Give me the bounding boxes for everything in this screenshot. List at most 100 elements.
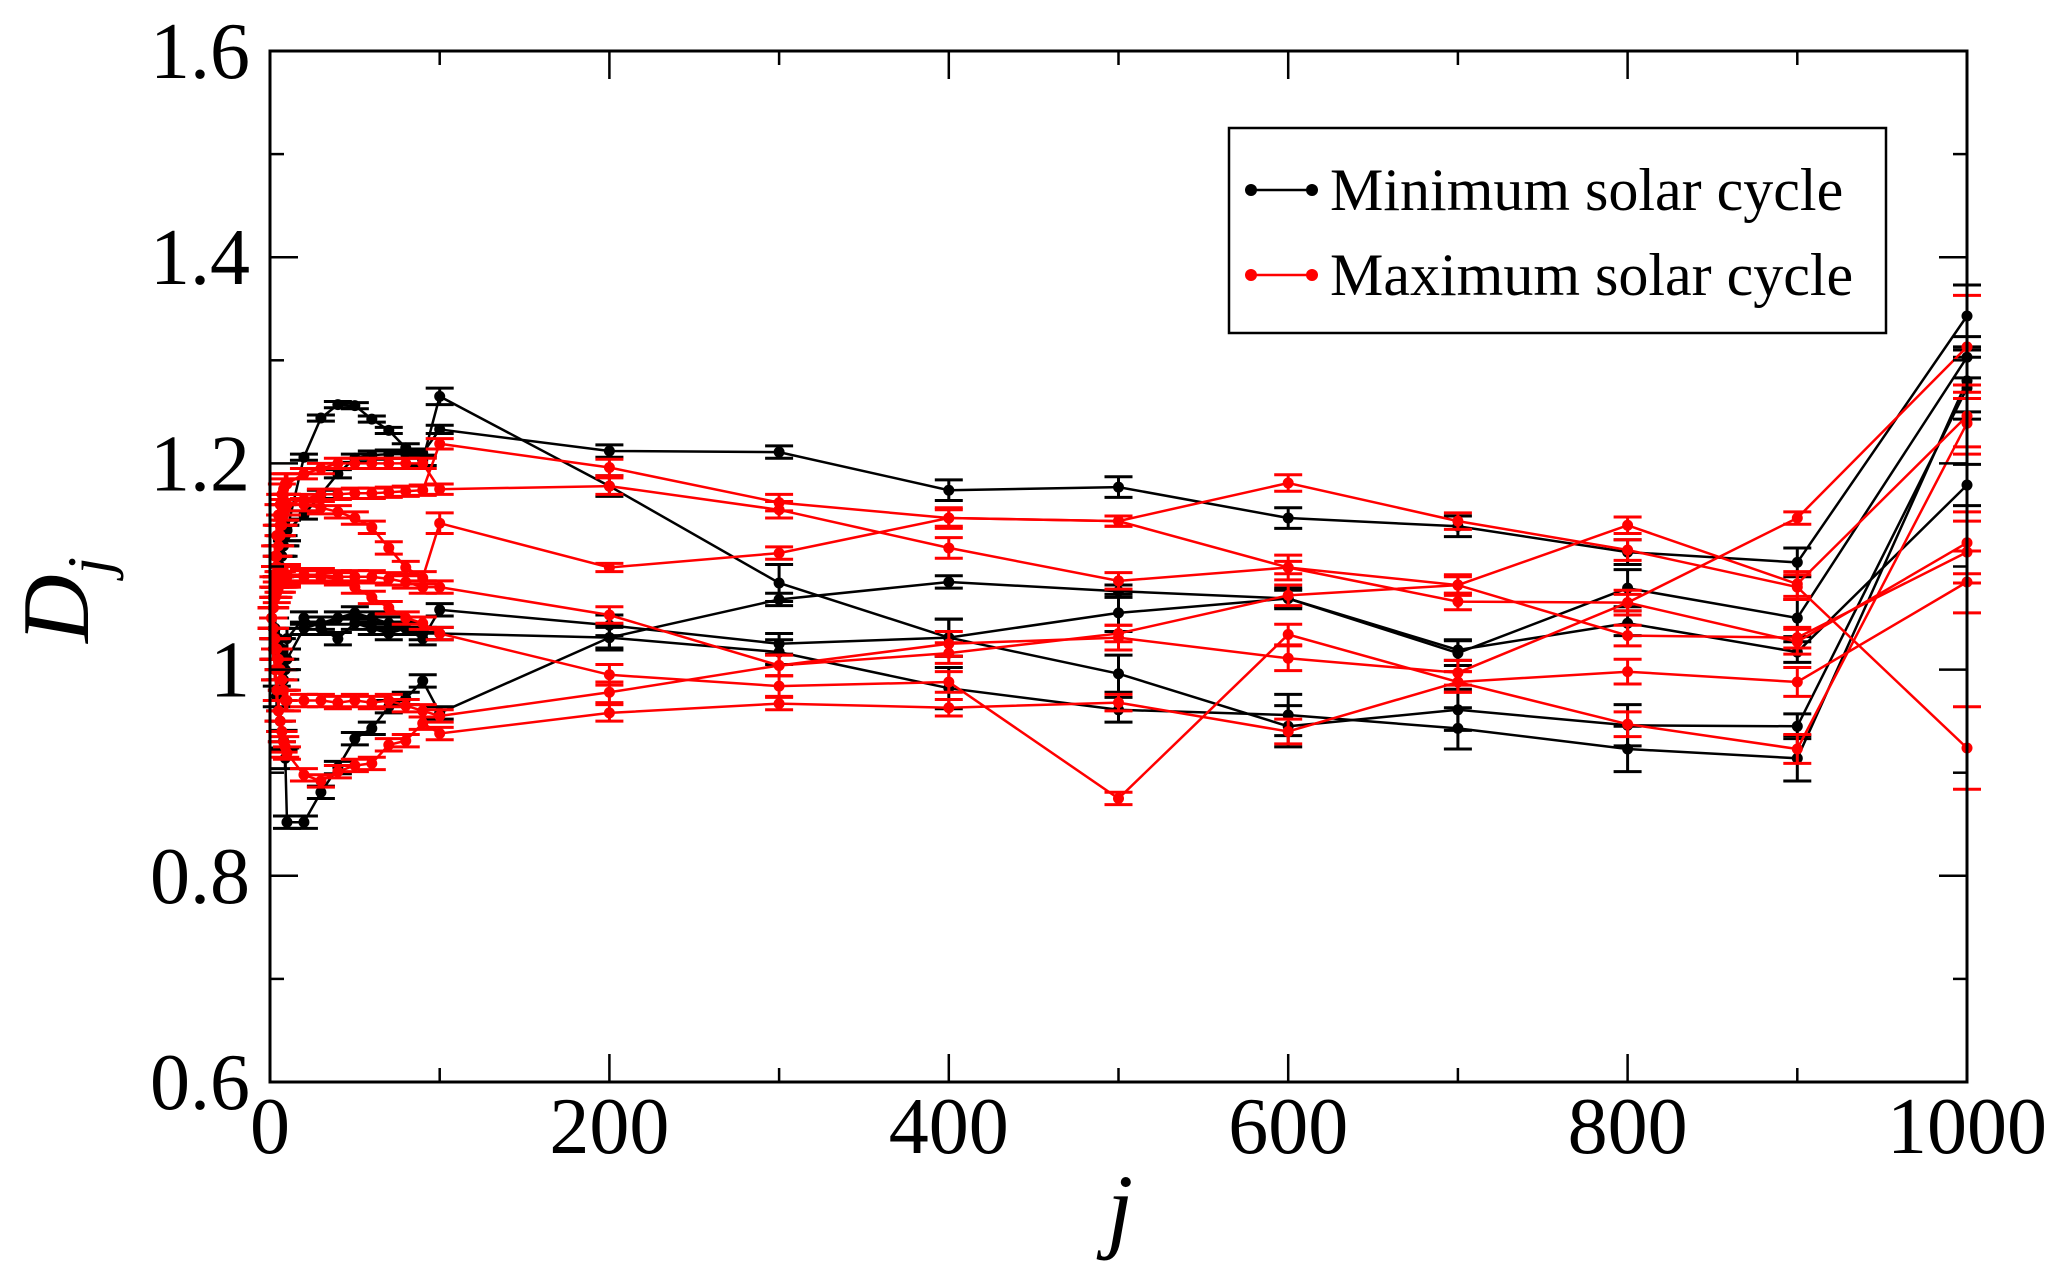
data-point [298, 769, 310, 781]
data-point [281, 499, 293, 511]
data-point [434, 438, 446, 450]
data-point [603, 462, 615, 474]
legend-marker-minimum [1306, 184, 1318, 196]
data-point [349, 512, 361, 524]
data-point [773, 680, 785, 692]
data-point [417, 447, 429, 459]
data-point [417, 617, 429, 629]
data-point [332, 612, 344, 624]
data-point [1282, 652, 1294, 664]
data-point [434, 517, 446, 529]
x-tick-label: 600 [1228, 1083, 1348, 1171]
data-point [366, 612, 378, 624]
data-point [366, 571, 378, 583]
data-point [434, 728, 446, 740]
data-point [349, 581, 361, 593]
data-point [603, 609, 615, 621]
legend-label-maximum: Maximum solar cycle [1330, 242, 1853, 308]
data-point [603, 632, 615, 644]
data-point [1282, 562, 1294, 574]
data-point [315, 463, 327, 475]
y-tick-label: 1 [210, 627, 250, 715]
data-point [298, 695, 310, 707]
data-point [1622, 743, 1634, 755]
data-point [773, 593, 785, 605]
data-point [1452, 596, 1464, 608]
data-point [332, 488, 344, 500]
data-point [943, 638, 955, 650]
data-point [1452, 644, 1464, 656]
data-point [943, 702, 955, 714]
data-point [1113, 575, 1124, 587]
data-point [417, 675, 429, 687]
data-point [281, 816, 293, 828]
data-point [298, 622, 310, 634]
data-point [773, 547, 785, 559]
legend-label-minimum: Minimum solar cycle [1330, 157, 1843, 223]
data-point [281, 747, 293, 759]
data-point [1282, 477, 1294, 489]
data-point [315, 786, 327, 798]
data-point [400, 700, 412, 712]
data-point [298, 571, 310, 583]
data-point [1113, 607, 1124, 619]
data-point [1622, 718, 1634, 730]
data-point [332, 697, 344, 709]
data-point [1282, 512, 1294, 524]
data-point [773, 446, 785, 458]
x-tick-label: 400 [889, 1083, 1009, 1171]
y-tick-label: 1.2 [150, 420, 250, 508]
x-tick-label: 0 [250, 1083, 290, 1171]
data-point [271, 684, 283, 696]
data-point [366, 413, 378, 425]
data-point [1113, 792, 1124, 804]
data-point [1113, 481, 1124, 493]
data-point [281, 478, 293, 490]
data-point [383, 424, 395, 436]
data-point [400, 735, 412, 747]
y-tick-label: 0.8 [150, 833, 250, 921]
data-point [298, 816, 310, 828]
ticks-layer [268, 49, 1969, 1084]
data-point [417, 581, 429, 593]
tick-labels-layer: 0 200 400 600 800 1000 0.6 0.8 1 1.2 1.4 1.6 [150, 8, 2047, 1171]
data-point [773, 659, 785, 671]
data-point [349, 487, 361, 499]
data-point [383, 457, 395, 469]
data-point [1622, 544, 1634, 556]
data-point [349, 695, 361, 707]
data-point [400, 612, 412, 624]
data-point [417, 484, 429, 496]
data-point [417, 705, 429, 717]
data-point [1791, 720, 1803, 732]
data-point [332, 766, 344, 778]
legend-box [1227, 126, 1888, 335]
data-point [434, 710, 446, 722]
data-point [603, 445, 615, 457]
data-point [943, 542, 955, 554]
data-point [1791, 578, 1803, 590]
data-point [332, 399, 344, 411]
data-point [315, 488, 327, 500]
data-point [315, 775, 327, 787]
data-point [349, 400, 361, 412]
data-point [315, 617, 327, 629]
data-point [417, 717, 429, 729]
data-point [1791, 612, 1803, 624]
data-point [1622, 519, 1634, 531]
data-point [943, 512, 955, 524]
legend-entry-minimum: Minimum solar cycle [1245, 157, 1843, 223]
y-axis-title-main: D [3, 574, 109, 645]
data-point [1622, 666, 1634, 678]
series-max-11 [257, 549, 1981, 807]
data-point [603, 707, 615, 719]
data-point [434, 483, 446, 495]
legend-marker-maximum [1245, 269, 1257, 281]
data-point [1452, 579, 1464, 591]
data-point [1113, 632, 1124, 644]
data-point [349, 733, 361, 745]
svg-text:Dj: Dj [3, 557, 124, 645]
data-point [315, 571, 327, 583]
data-point [366, 757, 378, 769]
